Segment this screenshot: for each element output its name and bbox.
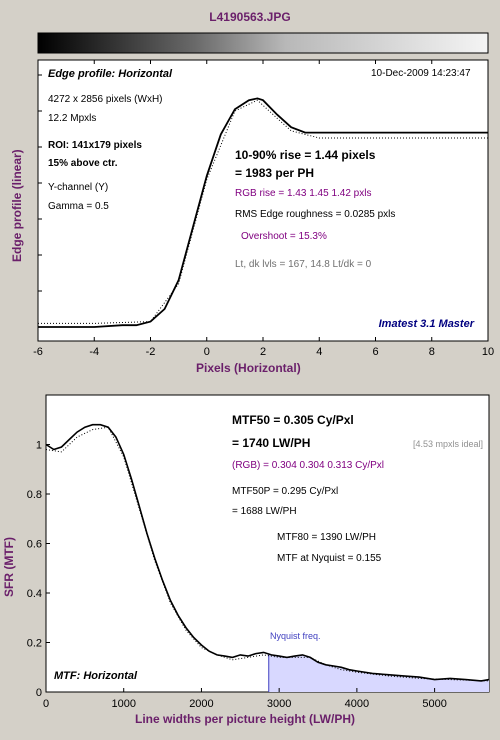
mtf50-text: MTF50 = 0.305 Cy/Pxl [232,413,354,427]
mtf-ytick-label-3: 0.6 [27,539,42,551]
edge-roughness-text: RMS Edge roughness = 0.0285 pxls [235,209,395,220]
nyquist-shaded-region [268,654,489,692]
ideal-text: [4.53 mpxls ideal] [413,439,483,449]
edge-profile-chart: -6 -4 -2 0 2 4 6 8 10 Edge profile: Horizontal 4… [33,32,494,358]
mtf-chart-title: MTF: Horizontal [54,670,138,682]
edge-xtick-label-6: 6 [372,346,378,358]
figure-title: L4190563.JPG [209,10,291,24]
mtf80-text: MTF80 = 1390 LW/PH [277,532,376,543]
mtf-rgb-text: (RGB) = 0.304 0.304 0.313 Cy/Pxl [232,460,384,471]
edge-rgb-rise-text: RGB rise = 1.43 1.45 1.42 pxls [235,188,371,199]
edge-annotation-date: 10-Dec-2009 14:23:47 [371,68,471,79]
mtf-series [45,423,490,682]
mtf-ytick-label-1: 0.2 [27,638,42,650]
edge-xtick-label-7: 8 [429,346,435,358]
edge-xtick-label-8: 10 [482,346,494,358]
edge-overshoot-text: Overshoot = 15.3% [241,231,327,242]
mtf-xtick-label-2: 2000 [189,698,213,710]
mtf-ytick-label-5: 1 [36,440,42,452]
edge-annotation-channel: Y-channel (Y) [48,182,108,193]
edge-xtick-label-4: 2 [260,346,266,358]
mtf-xtick-label-1: 1000 [111,698,135,710]
edge-annotation-gamma: Gamma = 0.5 [48,201,109,212]
mtf-xticks: 0 1000 2000 3000 4000 5000 [43,688,447,710]
edge-annotation-position: 15% above ctr. [48,158,118,169]
mtf-xtick-label-0: 0 [43,698,49,710]
mtf-xtick-label-3: 3000 [267,698,291,710]
edge-xlabel: Pixels (Horizontal) [196,361,301,375]
mtf-ytick-label-2: 0.4 [27,588,42,600]
mtf-xlabel: Line widths per picture height (LW/PH) [135,712,356,726]
edge-xtick-label-3: 0 [204,346,210,358]
nyquist-label: Nyquist freq. [270,631,321,641]
edge-series-red [38,99,488,324]
mtf-series-rgb [45,426,490,682]
nyquist-mtf-text: MTF at Nyquist = 0.155 [277,553,382,564]
edge-xtick-label-5: 4 [316,346,322,358]
edge-annotation-size: 4272 x 2856 pixels (WxH) [48,94,163,105]
mtf-ytick-label-0: 0 [36,687,42,699]
gradient-strip [37,32,489,54]
mtf-chart: 0 1000 2000 3000 4000 5000 0 0.2 0.4 0.6 0.8 1 MTF… [27,394,490,710]
mtf-yticks: 0 0.2 0.4 0.6 0.8 1 [27,440,50,699]
edge-series [38,97,488,328]
mtf50-lw-text: = 1740 LW/PH [232,436,310,450]
mtf50p-lw-text: = 1688 LW/PH [232,506,297,517]
edge-levels-text: Lt, dk lvls = 167, 14.8 Lt/dk = 0 [235,259,372,270]
edge-plot-area [37,59,489,342]
mtf50p-text: MTF50P = 0.295 Cy/Pxl [232,486,338,497]
edge-annotation-mpxls: 12.2 Mpxls [48,113,96,124]
edge-series-y-channel [38,97,488,328]
edge-xticks: -6 -4 -2 0 2 4 6 8 10 [33,60,494,358]
edge-annotation-title: Edge profile: Horizontal [48,68,173,80]
mtf-xtick-label-4: 4000 [345,698,369,710]
edge-xtick-label-0: -6 [33,346,43,358]
edge-rise-ph-text: = 1983 per PH [235,166,314,180]
edge-xtick-label-2: -2 [146,346,156,358]
imatest-watermark: Imatest 3.1 Master [379,318,475,330]
mtf-xtick-label-5: 5000 [422,698,446,710]
edge-annotation-roi: ROI: 141x179 pixels [48,140,142,151]
edge-xtick-label-1: -4 [89,346,99,358]
edge-rise-text: 10-90% rise = 1.44 pixels [235,148,376,162]
mtf-ytick-label-4: 0.8 [27,489,42,501]
